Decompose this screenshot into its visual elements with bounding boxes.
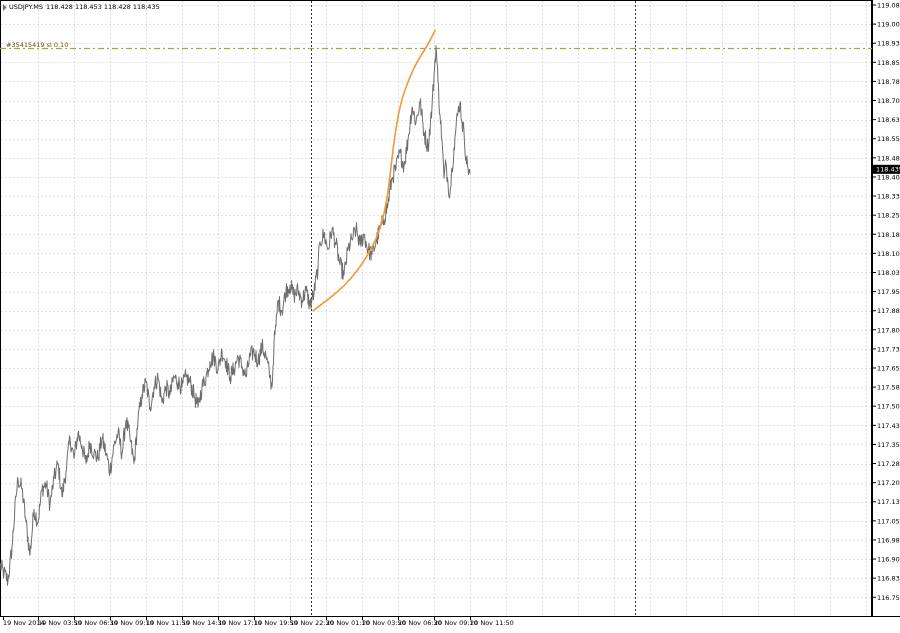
y-tick-label: 118.705 — [877, 97, 900, 105]
y-tick-label: 117.430 — [877, 422, 900, 430]
chart-triangle-icon — [3, 4, 7, 11]
x-tick-label: 19 Nov 14:30 — [182, 619, 226, 627]
plot-frame — [0, 0, 872, 617]
y-tick-label: 118.780 — [877, 78, 900, 86]
y-tick-label: 118.480 — [877, 154, 900, 162]
y-tick-label: 118.105 — [877, 250, 900, 258]
price-axis: 119.080 119.005 118.930 118.855 118.780 118.7… — [872, 2, 900, 602]
y-tick-label: 117.130 — [877, 498, 900, 506]
x-tick-label: 19 Nov 22:30 — [290, 619, 334, 627]
y-tick-label: 118.030 — [877, 269, 900, 277]
x-tick-label: 20 Nov 11:50 — [470, 619, 514, 627]
y-tick-label: 116.905 — [877, 556, 900, 564]
series-layer — [0, 29, 471, 586]
y-tick-label: 117.280 — [877, 460, 900, 468]
y-tick-label: 118.930 — [877, 40, 900, 48]
y-tick-label: 117.730 — [877, 345, 900, 353]
x-tick-label: 19 Nov 19:50 — [254, 619, 298, 627]
y-tick-label: 119.005 — [877, 21, 900, 29]
y-tick-label: 116.830 — [877, 575, 900, 583]
y-tick-label: 119.080 — [877, 2, 900, 10]
y-tick-label: 116.755 — [877, 594, 900, 602]
y-tick-label: 118.855 — [877, 59, 900, 67]
y-tick-label: 118.555 — [877, 135, 900, 143]
y-tick-label: 117.655 — [877, 365, 900, 373]
y-tick-label: 117.955 — [877, 288, 900, 296]
y-tick-label: 117.505 — [877, 403, 900, 411]
x-tick-label: 19 Nov 2014 — [3, 619, 45, 627]
x-tick-label: 20 Nov 09:10 — [434, 619, 478, 627]
y-tick-label: 118.405 — [877, 173, 900, 181]
x-tick-label: 19 Nov 03:50 — [38, 619, 82, 627]
x-tick-label: 19 Nov 06:30 — [74, 619, 118, 627]
y-tick-label: 117.355 — [877, 441, 900, 449]
y-tick-label: 117.805 — [877, 326, 900, 334]
ohlc-label: 118.428 118.453 118.428 118.435 — [46, 3, 160, 11]
current-price-label: 118.435 — [876, 166, 900, 174]
grid-lines — [1, 1, 872, 616]
drawn-curve[interactable] — [312, 29, 436, 312]
symbol-label: USDJPY.MS — [9, 3, 43, 11]
y-tick-label: 117.205 — [877, 479, 900, 487]
x-tick-label: 20 Nov 01:10 — [326, 619, 370, 627]
x-tick-label: 19 Nov 11:50 — [146, 619, 190, 627]
y-tick-label: 118.630 — [877, 116, 900, 124]
x-tick-label: 20 Nov 03:50 — [362, 619, 406, 627]
y-tick-label: 118.255 — [877, 212, 900, 220]
y-tick-label: 117.580 — [877, 384, 900, 392]
x-tick-label: 20 Nov 06:30 — [398, 619, 442, 627]
x-tick-label: 19 Nov 17:10 — [218, 619, 262, 627]
current-price-box — [873, 164, 900, 174]
y-tick-label: 116.980 — [877, 536, 900, 544]
order-label: #35415419 sl 0.10 — [6, 41, 68, 49]
y-tick-label: 118.180 — [877, 231, 900, 239]
y-tick-label: 117.055 — [877, 517, 900, 525]
price-line — [0, 45, 471, 586]
x-tick-label: 19 Nov 09:10 — [110, 619, 154, 627]
y-tick-label: 118.330 — [877, 193, 900, 201]
y-tick-label: 117.880 — [877, 307, 900, 315]
